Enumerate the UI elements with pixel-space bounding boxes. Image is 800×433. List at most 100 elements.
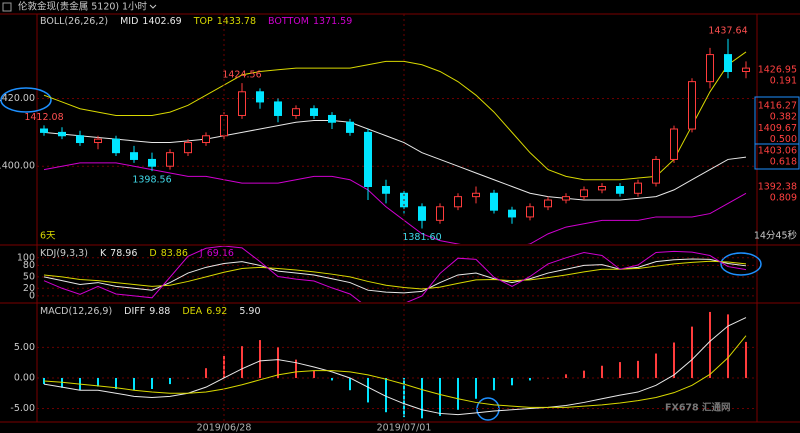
candle-body bbox=[670, 128, 678, 160]
candle-body bbox=[364, 131, 372, 187]
macd-bar bbox=[187, 377, 189, 379]
fib-level: 1403.06 bbox=[758, 145, 797, 156]
y-tick-label: 1400.00 bbox=[0, 161, 35, 172]
indicator-line bbox=[43, 260, 747, 290]
legend-value: 1433.78 bbox=[217, 16, 256, 27]
candle-body bbox=[526, 206, 534, 218]
candle-body bbox=[580, 189, 588, 198]
price-annotation: 1412.08 bbox=[24, 112, 63, 123]
macd-bar bbox=[475, 377, 477, 399]
macd-bar bbox=[295, 359, 297, 378]
candle-body bbox=[166, 152, 174, 167]
macd-bar bbox=[655, 353, 657, 378]
candle-body bbox=[742, 67, 750, 72]
countdown-note: 14分45秒 bbox=[754, 230, 798, 242]
indicator-line bbox=[43, 162, 747, 244]
fib-ratio: 0.382 bbox=[770, 112, 797, 123]
legend-value: 78.96 bbox=[110, 248, 137, 259]
candle-body bbox=[688, 81, 696, 130]
macd-bar bbox=[151, 377, 153, 389]
y-tick-label: 0 bbox=[29, 290, 35, 301]
y-tick-label: -5.00 bbox=[10, 403, 35, 414]
fib-box bbox=[754, 143, 800, 170]
macd-bar bbox=[367, 377, 369, 403]
icon[interactable] bbox=[2, 2, 12, 12]
fib-ratio: 0.500 bbox=[770, 134, 797, 145]
macd-bar bbox=[691, 326, 693, 378]
indicator-name: BOLL(26,26,2) bbox=[40, 16, 108, 27]
candle-body bbox=[562, 196, 570, 201]
candle-body bbox=[724, 54, 732, 72]
x-tick-label: 2019/07/01 bbox=[377, 423, 432, 433]
macd-bar bbox=[133, 377, 135, 391]
macd-bar bbox=[205, 368, 207, 378]
watermark: FX678 汇通网 bbox=[665, 402, 730, 414]
dropdown-arrow[interactable] bbox=[149, 4, 157, 9]
y-tick-label: 20 bbox=[23, 283, 35, 294]
macd-bar bbox=[457, 377, 459, 410]
indicator-line bbox=[43, 120, 747, 201]
macd-bar bbox=[709, 311, 711, 378]
macd-bar bbox=[349, 377, 351, 391]
macd-bar bbox=[277, 347, 279, 378]
legend-name: TOP bbox=[193, 16, 213, 27]
indicator-name: KDJ(9,3,3) bbox=[40, 248, 88, 259]
indicator-line bbox=[43, 335, 747, 408]
legend-name: K bbox=[100, 248, 107, 259]
candle-body bbox=[436, 206, 444, 221]
macd-bar bbox=[223, 355, 225, 378]
legend-value: 1371.59 bbox=[313, 16, 352, 27]
y-tick-label: 5.00 bbox=[14, 342, 35, 353]
indicator-legend: KDJ(9,3,3) K 78.96 D 83.86 J 69.16 bbox=[40, 248, 234, 259]
legend-name: D bbox=[149, 248, 156, 259]
candle-body bbox=[40, 128, 48, 133]
fib-ratio: 0.618 bbox=[770, 156, 797, 167]
candle-body bbox=[616, 186, 624, 194]
fib-ratio: 0.191 bbox=[770, 76, 797, 87]
legend-value: 6.92 bbox=[206, 306, 227, 317]
candle-body bbox=[508, 209, 516, 218]
candle-body bbox=[382, 186, 390, 194]
plot-area bbox=[43, 311, 747, 419]
indicator-legend: MACD(12,26,9) DIFF 9.88 DEA 6.92 5.90 bbox=[40, 306, 261, 317]
legend-value: 5.90 bbox=[239, 306, 260, 317]
macd-bar bbox=[241, 346, 243, 378]
macd-bar bbox=[673, 342, 675, 378]
y-tick-label: 1420.00 bbox=[0, 93, 35, 104]
macd-bar bbox=[493, 377, 495, 391]
macd-bar bbox=[637, 360, 639, 378]
macd-bar bbox=[745, 341, 747, 378]
legend-name: BOTTOM bbox=[268, 16, 309, 27]
period-select[interactable]: 1小时 bbox=[122, 1, 148, 13]
macd-bar bbox=[97, 377, 99, 387]
macd-bar bbox=[421, 377, 423, 419]
indicator-line bbox=[43, 51, 747, 181]
indicator-name: MACD(12,26,9) bbox=[40, 306, 112, 317]
price-annotation: 1424.56 bbox=[222, 70, 261, 81]
indicator-line bbox=[43, 246, 747, 302]
macd-bar bbox=[331, 377, 333, 381]
macd-bar bbox=[511, 377, 513, 386]
macd-bar bbox=[565, 374, 567, 378]
candle-body bbox=[202, 135, 210, 144]
macd-bar bbox=[727, 314, 729, 378]
fib-ratio: 0.809 bbox=[770, 192, 797, 203]
y-tick-label: 100 bbox=[17, 252, 35, 263]
candle-body bbox=[76, 135, 84, 144]
candle-body bbox=[652, 158, 660, 184]
candle-body bbox=[706, 54, 714, 83]
candle-body bbox=[346, 121, 354, 133]
y-tick-label: 0.00 bbox=[14, 372, 35, 383]
candle-body bbox=[418, 206, 426, 221]
macd-bar bbox=[61, 377, 63, 388]
fib-level: 1392.38 bbox=[758, 181, 797, 192]
indicator-line bbox=[43, 258, 747, 294]
candle-body bbox=[472, 192, 480, 198]
bar-count-note: 6天 bbox=[40, 231, 56, 242]
y-tick-label: 50 bbox=[23, 271, 35, 282]
macd-bar bbox=[547, 377, 549, 379]
macd-bar bbox=[259, 340, 261, 378]
candle-body bbox=[544, 199, 552, 208]
x-tick-label: 2019/06/28 bbox=[197, 423, 252, 433]
candle-body bbox=[112, 138, 120, 154]
